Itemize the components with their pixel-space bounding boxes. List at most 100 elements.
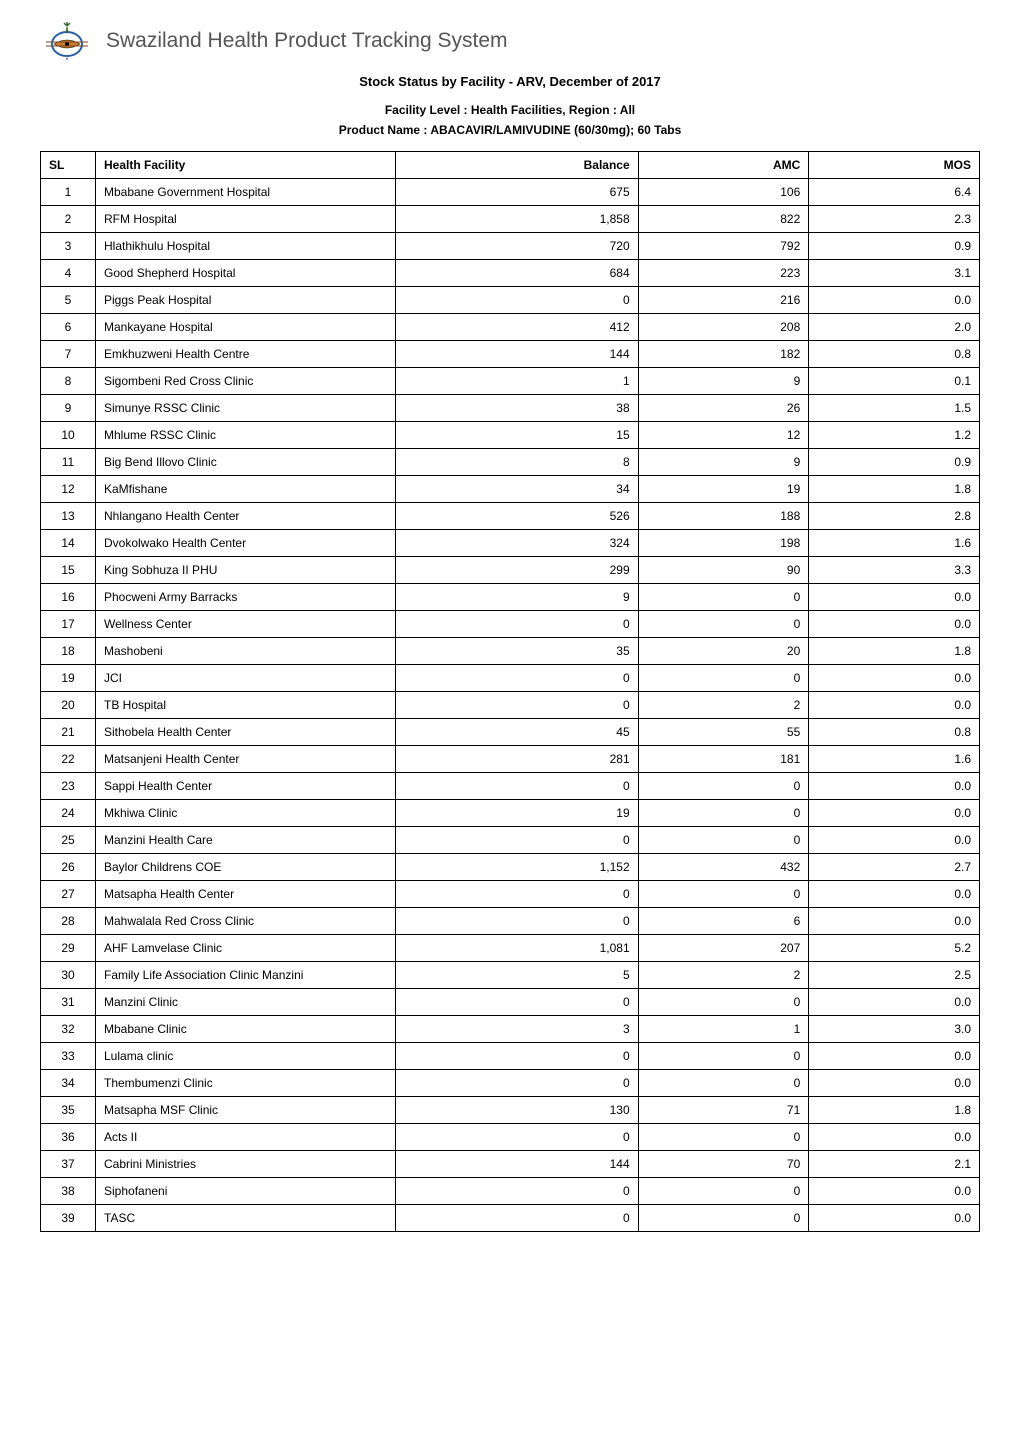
cell-amc: 106: [638, 179, 809, 206]
cell-sl: 33: [41, 1043, 96, 1070]
product-name-line: Product Name : ABACAVIR/LAMIVUDINE (60/3…: [40, 123, 980, 137]
cell-mos: 1.8: [809, 1097, 980, 1124]
table-row: 2RFM Hospital1,8588222.3: [41, 206, 980, 233]
cell-balance: 1: [396, 368, 639, 395]
cell-mos: 0.0: [809, 692, 980, 719]
cell-amc: 432: [638, 854, 809, 881]
table-row: 27Matsapha Health Center000.0: [41, 881, 980, 908]
table-row: 19JCI000.0: [41, 665, 980, 692]
cell-sl: 39: [41, 1205, 96, 1232]
cell-facility: Manzini Clinic: [96, 989, 396, 1016]
cell-balance: 0: [396, 1205, 639, 1232]
cell-amc: 188: [638, 503, 809, 530]
cell-balance: 0: [396, 881, 639, 908]
table-row: 35Matsapha MSF Clinic130711.8: [41, 1097, 980, 1124]
cell-sl: 37: [41, 1151, 96, 1178]
cell-sl: 31: [41, 989, 96, 1016]
cell-mos: 1.2: [809, 422, 980, 449]
cell-facility: KaMfishane: [96, 476, 396, 503]
cell-balance: 0: [396, 665, 639, 692]
cell-mos: 0.0: [809, 989, 980, 1016]
cell-facility: Cabrini Ministries: [96, 1151, 396, 1178]
cell-sl: 27: [41, 881, 96, 908]
table-row: 17Wellness Center000.0: [41, 611, 980, 638]
cell-sl: 11: [41, 449, 96, 476]
cell-facility: AHF Lamvelase Clinic: [96, 935, 396, 962]
cell-sl: 29: [41, 935, 96, 962]
facility-level-line: Facility Level : Health Facilities, Regi…: [40, 103, 980, 117]
table-row: 37Cabrini Ministries144702.1: [41, 1151, 980, 1178]
cell-amc: 0: [638, 881, 809, 908]
cell-balance: 0: [396, 611, 639, 638]
header-logo-row: ★ Swaziland Health Product Tracking Syst…: [40, 20, 980, 62]
col-header-facility: Health Facility: [96, 152, 396, 179]
cell-amc: 0: [638, 1043, 809, 1070]
cell-facility: Big Bend Illovo Clinic: [96, 449, 396, 476]
cell-sl: 24: [41, 800, 96, 827]
cell-facility: Mbabane Clinic: [96, 1016, 396, 1043]
cell-amc: 216: [638, 287, 809, 314]
table-row: 13Nhlangano Health Center5261882.8: [41, 503, 980, 530]
col-header-mos: MOS: [809, 152, 980, 179]
cell-mos: 0.0: [809, 827, 980, 854]
cell-balance: 0: [396, 773, 639, 800]
table-row: 22Matsanjeni Health Center2811811.6: [41, 746, 980, 773]
cell-mos: 0.1: [809, 368, 980, 395]
cell-sl: 6: [41, 314, 96, 341]
cell-facility: Lulama clinic: [96, 1043, 396, 1070]
table-row: 30Family Life Association Clinic Manzini…: [41, 962, 980, 989]
cell-mos: 0.0: [809, 584, 980, 611]
cell-sl: 8: [41, 368, 96, 395]
table-row: 5Piggs Peak Hospital02160.0: [41, 287, 980, 314]
cell-amc: 71: [638, 1097, 809, 1124]
cell-mos: 1.8: [809, 638, 980, 665]
cell-amc: 0: [638, 989, 809, 1016]
cell-amc: 19: [638, 476, 809, 503]
cell-facility: Matsapha MSF Clinic: [96, 1097, 396, 1124]
cell-mos: 0.0: [809, 1205, 980, 1232]
cell-facility: Family Life Association Clinic Manzini: [96, 962, 396, 989]
cell-mos: 3.3: [809, 557, 980, 584]
report-title: Stock Status by Facility - ARV, December…: [40, 74, 980, 89]
cell-sl: 35: [41, 1097, 96, 1124]
cell-amc: 55: [638, 719, 809, 746]
cell-sl: 25: [41, 827, 96, 854]
cell-mos: 0.0: [809, 1124, 980, 1151]
cell-balance: 720: [396, 233, 639, 260]
cell-sl: 1: [41, 179, 96, 206]
cell-sl: 18: [41, 638, 96, 665]
cell-amc: 90: [638, 557, 809, 584]
cell-sl: 32: [41, 1016, 96, 1043]
cell-facility: Wellness Center: [96, 611, 396, 638]
cell-amc: 12: [638, 422, 809, 449]
table-row: 3Hlathikhulu Hospital7207920.9: [41, 233, 980, 260]
cell-facility: Simunye RSSC Clinic: [96, 395, 396, 422]
cell-balance: 3: [396, 1016, 639, 1043]
table-row: 16Phocweni Army Barracks900.0: [41, 584, 980, 611]
cell-balance: 0: [396, 1070, 639, 1097]
cell-amc: 198: [638, 530, 809, 557]
cell-sl: 5: [41, 287, 96, 314]
cell-balance: 130: [396, 1097, 639, 1124]
cell-sl: 3: [41, 233, 96, 260]
cell-balance: 675: [396, 179, 639, 206]
cell-mos: 5.2: [809, 935, 980, 962]
cell-balance: 0: [396, 989, 639, 1016]
cell-sl: 38: [41, 1178, 96, 1205]
cell-facility: King Sobhuza II PHU: [96, 557, 396, 584]
cell-sl: 21: [41, 719, 96, 746]
cell-facility: Mhlume RSSC Clinic: [96, 422, 396, 449]
table-row: 28Mahwalala Red Cross Clinic060.0: [41, 908, 980, 935]
cell-mos: 2.1: [809, 1151, 980, 1178]
cell-facility: Nhlangano Health Center: [96, 503, 396, 530]
cell-facility: Piggs Peak Hospital: [96, 287, 396, 314]
cell-amc: 0: [638, 584, 809, 611]
cell-sl: 15: [41, 557, 96, 584]
cell-facility: Mashobeni: [96, 638, 396, 665]
cell-facility: Emkhuzweni Health Centre: [96, 341, 396, 368]
cell-mos: 0.0: [809, 1043, 980, 1070]
cell-balance: 526: [396, 503, 639, 530]
cell-balance: 144: [396, 1151, 639, 1178]
table-row: 29AHF Lamvelase Clinic1,0812075.2: [41, 935, 980, 962]
cell-amc: 70: [638, 1151, 809, 1178]
